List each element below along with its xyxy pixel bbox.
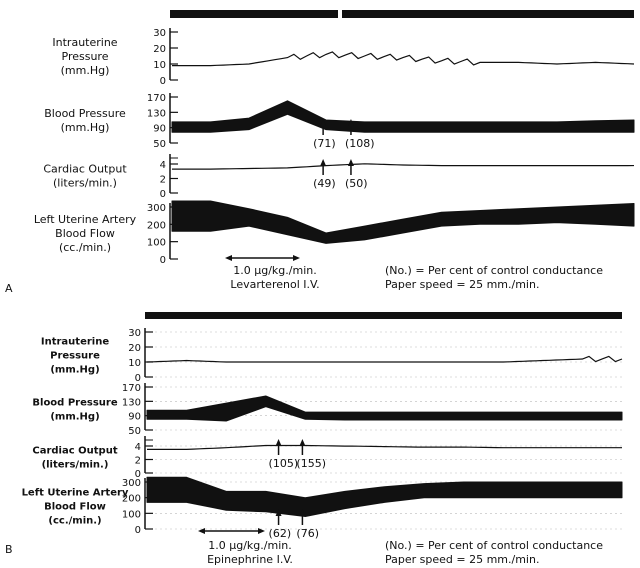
- y-tick-label: 100: [147, 238, 166, 249]
- arrowhead: [275, 439, 282, 446]
- y-tick-label: 100: [122, 509, 141, 520]
- y-tick-label: 0: [135, 373, 141, 384]
- y-tick-label: 4: [135, 442, 141, 453]
- y-tick-label: 200: [122, 494, 141, 505]
- panel-b: [144, 312, 623, 534]
- y-tick-label: 130: [122, 397, 141, 408]
- legend-note: (No.) = Per cent of control conductance: [385, 539, 603, 552]
- track-label: (liters/min.): [53, 177, 117, 190]
- conductance-annotation: (71): [313, 137, 336, 150]
- arrowhead: [225, 255, 232, 261]
- panel-a: [169, 10, 635, 261]
- arrowhead: [198, 528, 205, 534]
- trace-line: [172, 163, 635, 170]
- paper-speed-note: Paper speed = 25 mm./min.: [385, 278, 539, 291]
- arrowhead: [258, 528, 265, 534]
- track-label: Blood Pressure: [44, 107, 126, 120]
- time-marker-bar: [342, 10, 634, 18]
- arrowhead: [320, 119, 327, 126]
- y-tick-label: 20: [153, 44, 166, 55]
- y-tick-label: 300: [147, 203, 166, 214]
- track-label: Blood Flow: [55, 227, 115, 240]
- y-tick-label: 90: [128, 412, 141, 423]
- track-label: (mm.Hg): [61, 64, 110, 77]
- y-tick-label: 0: [160, 255, 166, 266]
- conductance-annotation: (108): [345, 137, 375, 150]
- drug-label: Levarterenol I.V.: [230, 278, 319, 291]
- conductance-annotation: (62): [269, 527, 292, 540]
- time-marker-bar: [170, 10, 338, 18]
- track-label: Intrauterine: [41, 337, 109, 348]
- arrowhead: [299, 509, 306, 516]
- arrowhead: [293, 255, 300, 261]
- conductance-annotation: (49): [313, 177, 336, 190]
- dose-label: 1.0 µg/kg./min.: [208, 539, 291, 552]
- arrowhead: [275, 509, 282, 516]
- track-label: (liters/min.): [42, 460, 109, 471]
- track-label: Blood Flow: [44, 502, 106, 513]
- track-label: (mm.Hg): [50, 365, 99, 376]
- legend-note: (No.) = Per cent of control conductance: [385, 264, 603, 277]
- trace-band: [146, 395, 623, 422]
- track-label: (cc./min.): [59, 241, 111, 254]
- arrowhead: [347, 119, 354, 126]
- track-label: (mm.Hg): [50, 412, 99, 423]
- y-tick-label: 30: [128, 328, 141, 339]
- track-label: Left Uterine Artery: [34, 213, 137, 226]
- track-label: (mm.Hg): [61, 121, 110, 134]
- trace-line: [146, 355, 623, 363]
- trace-band: [146, 476, 623, 517]
- y-tick-label: 50: [153, 139, 166, 150]
- conductance-annotation: (105): [269, 457, 299, 470]
- arrowhead: [299, 439, 306, 446]
- trace-band: [171, 100, 635, 133]
- track-label: Cardiac Output: [43, 163, 127, 176]
- trace-line: [147, 444, 622, 450]
- conductance-annotation: (50): [345, 177, 368, 190]
- y-tick-label: 0: [135, 469, 141, 480]
- track-label: Blood Pressure: [32, 398, 117, 409]
- conductance-annotation: (76): [296, 527, 319, 540]
- y-tick-label: 4: [160, 160, 166, 171]
- y-tick-label: 0: [160, 189, 166, 200]
- y-tick-label: 2: [135, 456, 141, 467]
- track-label: Pressure: [50, 351, 100, 362]
- track-label: Cardiac Output: [32, 446, 117, 457]
- y-tick-label: 2: [160, 175, 166, 186]
- track-label: Intrauterine: [52, 36, 117, 49]
- conductance-annotation: (155): [296, 457, 326, 470]
- y-tick-label: 30: [153, 28, 166, 39]
- y-tick-label: 20: [128, 343, 141, 354]
- arrowhead: [320, 159, 327, 166]
- track-label: Pressure: [62, 50, 109, 63]
- track-label: Left Uterine Artery: [22, 488, 129, 499]
- y-tick-label: 300: [122, 478, 141, 489]
- trace-line: [172, 51, 635, 67]
- dose-label: 1.0 µg/kg./min.: [233, 264, 316, 277]
- y-tick-label: 10: [153, 60, 166, 71]
- arrowhead: [347, 159, 354, 166]
- y-tick-label: 170: [147, 93, 166, 104]
- panel-label: A: [5, 282, 13, 295]
- time-marker-bar: [145, 312, 622, 319]
- paper-speed-note: Paper speed = 25 mm./min.: [385, 553, 539, 566]
- drug-label: Epinephrine I.V.: [207, 553, 293, 566]
- y-tick-label: 130: [147, 108, 166, 119]
- y-tick-label: 90: [153, 124, 166, 135]
- panel-label: B: [5, 543, 13, 556]
- y-tick-label: 10: [128, 358, 141, 369]
- track-label: (cc./min.): [48, 516, 101, 527]
- y-tick-label: 200: [147, 220, 166, 231]
- trace-band: [171, 200, 635, 244]
- y-tick-label: 170: [122, 383, 141, 394]
- y-tick-label: 50: [128, 426, 141, 437]
- y-tick-label: 0: [135, 525, 141, 536]
- y-tick-label: 0: [160, 76, 166, 87]
